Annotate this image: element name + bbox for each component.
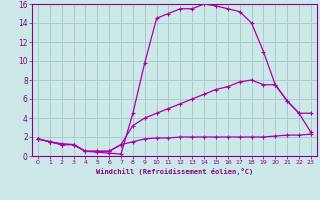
X-axis label: Windchill (Refroidissement éolien,°C): Windchill (Refroidissement éolien,°C) xyxy=(96,168,253,175)
